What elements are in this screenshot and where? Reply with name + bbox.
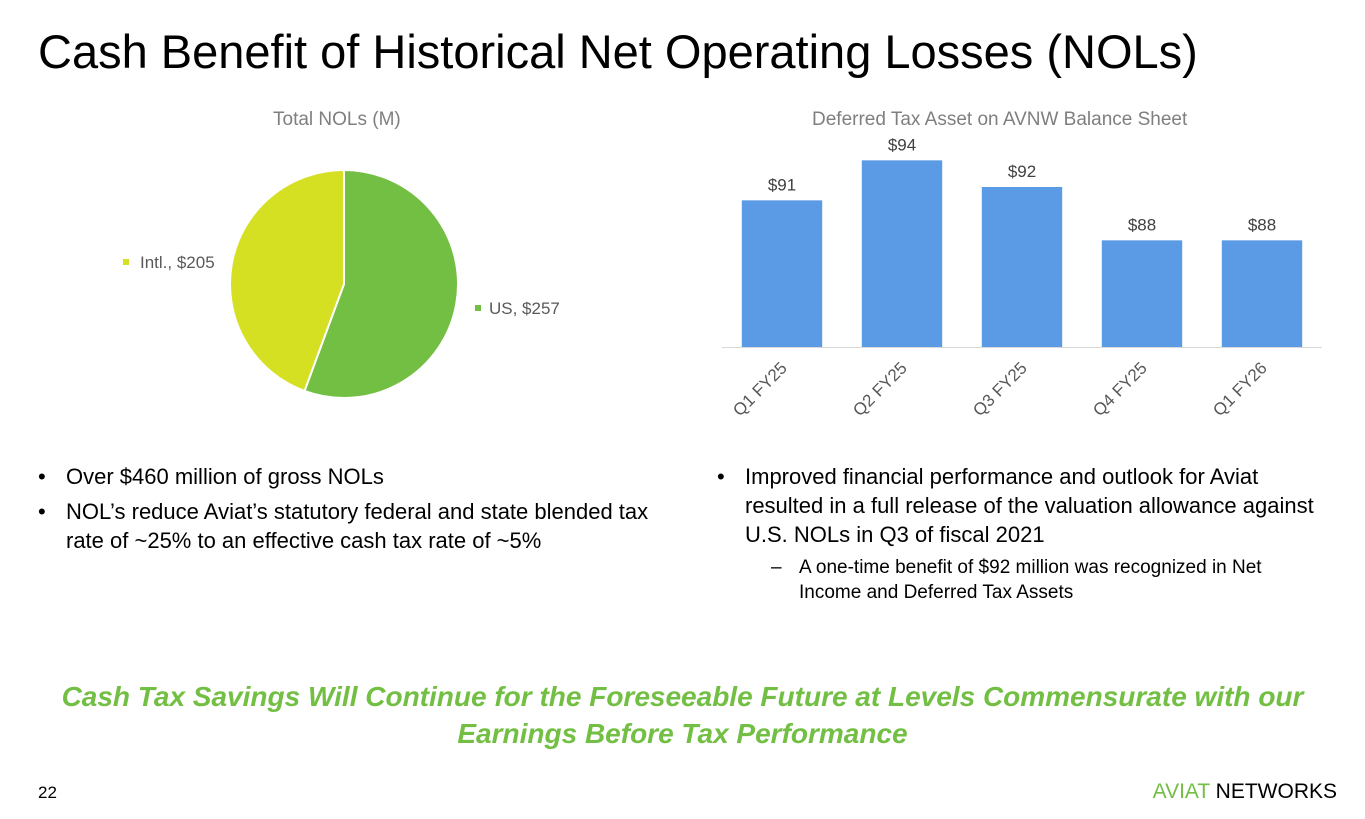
bar-tick-label: Q1 FY26 [1209,358,1271,420]
bar-tick-label: Q3 FY25 [969,358,1031,420]
bullet-text: Over $460 million of gross NOLs [66,464,384,489]
bullet-dot-icon: • [717,464,725,489]
bar-data-label: $91 [768,175,796,194]
sub-bullet-text: A one-time benefit of $92 million was re… [799,557,1262,603]
pie-slice-us [303,168,459,399]
bar [741,200,823,347]
bullet-text: Improved financial performance and outlo… [745,464,1314,547]
bar-data-label: $92 [1008,162,1036,181]
bar-data-label: $94 [888,135,916,154]
pie-chart: US, $257 Intl., $205 [123,168,560,399]
sub-bullet-item: – A one-time benefit of $92 million was … [717,555,1327,605]
bullet-dot-icon: • [38,499,46,524]
bar-tick-label: Q4 FY25 [1089,358,1151,420]
bar-chart: $91 Q1 FY25 $94 Q2 FY25 $92 Q3 FY25 $88 Q4 FY25… [722,135,1322,420]
pie-legend-marker [475,305,481,311]
bar [981,187,1063,347]
bar [1221,240,1303,347]
bar-data-label: $88 [1248,215,1276,234]
bar-tick-label: Q2 FY25 [849,358,911,420]
bullet-dot-icon: • [38,464,46,489]
bullet-text: NOL’s reduce Aviat’s statutory federal a… [66,499,649,553]
slide-title: Cash Benefit of Historical Net Operating… [38,25,1198,78]
page-number: 22 [38,783,57,802]
brand-part-aviat: AVIAT [1152,780,1210,803]
bar [861,160,943,347]
bar-data-label: $88 [1128,215,1156,234]
bar [1101,240,1183,347]
pie-data-label: US, $257 [489,299,560,318]
brand-logo: AVIAT NETWORKS [1153,780,1337,804]
pie-chart-title: Total NOLs (M) [273,109,401,130]
bullet-item: • NOL’s reduce Aviat’s statutory federal… [38,497,658,555]
pie-legend-marker [123,259,129,265]
dash-icon: – [771,557,782,578]
bar-chart-title: Deferred Tax Asset on AVNW Balance Sheet [812,109,1188,130]
left-bullet-list: • Over $460 million of gross NOLs • NOL’… [38,462,658,561]
bullet-item: • Over $460 million of gross NOLs [38,462,658,491]
pie-slice-intl [229,168,345,393]
tagline: Cash Tax Savings Will Continue for the F… [61,681,1304,749]
right-bullet-list: • Improved financial performance and out… [717,462,1327,605]
bar-tick-label: Q1 FY25 [729,358,791,420]
brand-part-networks: NETWORKS [1209,780,1337,803]
bullet-item: • Improved financial performance and out… [717,462,1327,549]
pie-data-label: Intl., $205 [140,253,215,272]
